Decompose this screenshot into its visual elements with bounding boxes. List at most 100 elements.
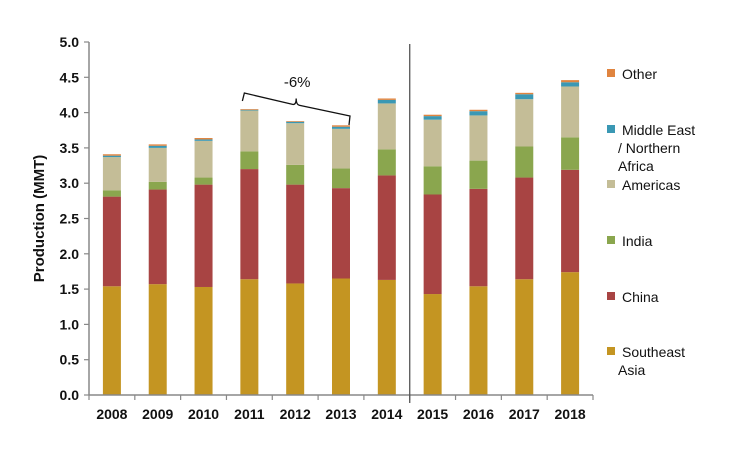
x-tick-label: 2010	[188, 406, 219, 422]
bar-segment-china	[469, 188, 488, 287]
bar-stack-2012	[286, 121, 305, 395]
bar-stack-2017	[515, 92, 534, 395]
y-axis-title: Production (MMT)	[31, 155, 48, 282]
legend-swatch	[607, 125, 615, 133]
bar-segment-southeast-asia	[102, 286, 121, 395]
brace-bracket	[241, 92, 351, 126]
x-tick-label: 2016	[463, 406, 494, 422]
bar-segment-india	[377, 149, 396, 176]
x-tick-label: 2014	[371, 406, 402, 422]
bar-segment-southeast-asia	[561, 272, 580, 395]
bar-segment-southeast-asia	[332, 278, 350, 395]
y-axis: 0.0 0.5 1.0 1.5 2.0 2.5 3.0 3.5 4.0 4.5 5.0	[60, 34, 90, 403]
bar-segment-china	[332, 188, 350, 279]
legend-label: India	[622, 233, 653, 249]
bar-segment-china	[148, 189, 167, 285]
change-annotation: -6%	[241, 74, 351, 126]
bar-segment-china	[423, 194, 442, 295]
bar-segment-americas	[102, 157, 121, 191]
bar-segment-india	[148, 181, 167, 190]
bar-stack-2011	[240, 109, 259, 395]
legend-item-middle-east-northern-africa: Middle East / Northern Africa	[607, 122, 695, 174]
bar-segment-southeast-asia	[423, 294, 442, 395]
bar-segment-southeast-asia	[194, 286, 213, 395]
bar-segment-americas	[423, 119, 442, 167]
bar-segment-middle-east-northern-africa	[286, 121, 305, 124]
bar-segment-other	[561, 80, 580, 83]
bar-stack-2018	[561, 80, 580, 395]
x-tick-label: 2009	[142, 406, 173, 422]
y-tick-label: 4.0	[60, 105, 80, 121]
bar-segment-china	[515, 177, 534, 280]
y-tick-label: 3.5	[60, 140, 80, 156]
bar-segment-americas	[240, 110, 259, 152]
legend-label: Africa	[618, 158, 654, 174]
bar-segment-americas	[148, 147, 167, 182]
bar-segment-southeast-asia	[148, 284, 167, 395]
bar-segment-southeast-asia	[377, 279, 396, 395]
bar-segment-middle-east-northern-africa	[469, 111, 488, 116]
bar-segment-southeast-asia	[469, 286, 488, 395]
bar-stack-2015	[423, 114, 442, 395]
bar-segment-china	[102, 196, 121, 287]
x-tick-label: 2017	[509, 406, 540, 422]
legend-swatch	[607, 69, 615, 77]
y-tick-label: 5.0	[60, 34, 80, 50]
y-tick-label: 2.5	[60, 211, 80, 227]
y-tick-label: 0.0	[60, 387, 80, 403]
bar-segment-americas	[194, 140, 213, 178]
bar-segment-middle-east-northern-africa	[515, 94, 534, 100]
x-tick-label: 2013	[325, 406, 356, 422]
bar-segment-india	[102, 190, 121, 197]
bar-segment-americas	[332, 128, 350, 169]
bar-segment-middle-east-northern-africa	[102, 155, 121, 158]
bar-segment-india	[515, 146, 534, 178]
bar-segment-india	[240, 151, 259, 170]
legend-item-other: Other	[607, 66, 657, 82]
legend-label: Other	[622, 66, 657, 82]
legend-swatch	[607, 292, 615, 300]
y-tick-label: 1.0	[60, 316, 80, 332]
legend-swatch	[607, 236, 615, 244]
bar-stack-2013	[332, 125, 350, 395]
bar-segment-southeast-asia	[515, 279, 534, 395]
x-axis: 2008 2009 2010 2011 2012 2013 2014 2015 2016 2017…	[88, 394, 594, 422]
bar-segment-other	[240, 109, 259, 110]
bar-segment-middle-east-northern-africa	[332, 126, 350, 129]
bar-segment-other	[423, 114, 442, 117]
bar-segment-middle-east-northern-africa	[194, 139, 213, 141]
legend-item-americas: Americas	[607, 177, 680, 193]
legend: Southeast Asia China India Americas Middle Ea…	[607, 66, 695, 378]
legend-label: Americas	[622, 177, 680, 193]
bar-segment-india	[561, 137, 580, 170]
y-tick-label: 4.5	[60, 69, 80, 85]
change-annotation-label: -6%	[284, 74, 311, 91]
bar-segment-americas	[469, 115, 488, 161]
bar-segment-middle-east-northern-africa	[148, 145, 167, 148]
bar-segment-americas	[561, 86, 580, 138]
legend-label: Middle East	[622, 122, 695, 138]
legend-label: Southeast	[622, 344, 685, 360]
bar-segment-middle-east-northern-africa	[240, 109, 259, 111]
bar-stack-2009	[148, 144, 167, 395]
legend-item-southeast-asia: Southeast Asia	[607, 344, 685, 378]
bar-segment-china	[377, 175, 396, 280]
bar-segment-china	[561, 169, 580, 273]
bar-segment-china	[194, 184, 213, 287]
bar-segment-southeast-asia	[286, 283, 305, 395]
legend-item-india: India	[607, 233, 653, 249]
bar-segment-china	[286, 184, 305, 284]
bar-segment-other	[286, 121, 305, 122]
x-tick-label: 2011	[234, 406, 265, 422]
legend-label: Asia	[618, 362, 645, 378]
legend-label: / Northern	[618, 140, 680, 156]
bar-segment-other	[515, 92, 534, 95]
bar-segment-americas	[515, 99, 534, 147]
legend-item-china: China	[607, 289, 659, 305]
y-tick-label: 0.5	[60, 352, 80, 368]
bar-stack-2016	[469, 109, 488, 395]
legend-label: China	[622, 289, 659, 305]
bar-stack-2010	[194, 138, 213, 395]
bar-segment-other	[377, 98, 396, 100]
